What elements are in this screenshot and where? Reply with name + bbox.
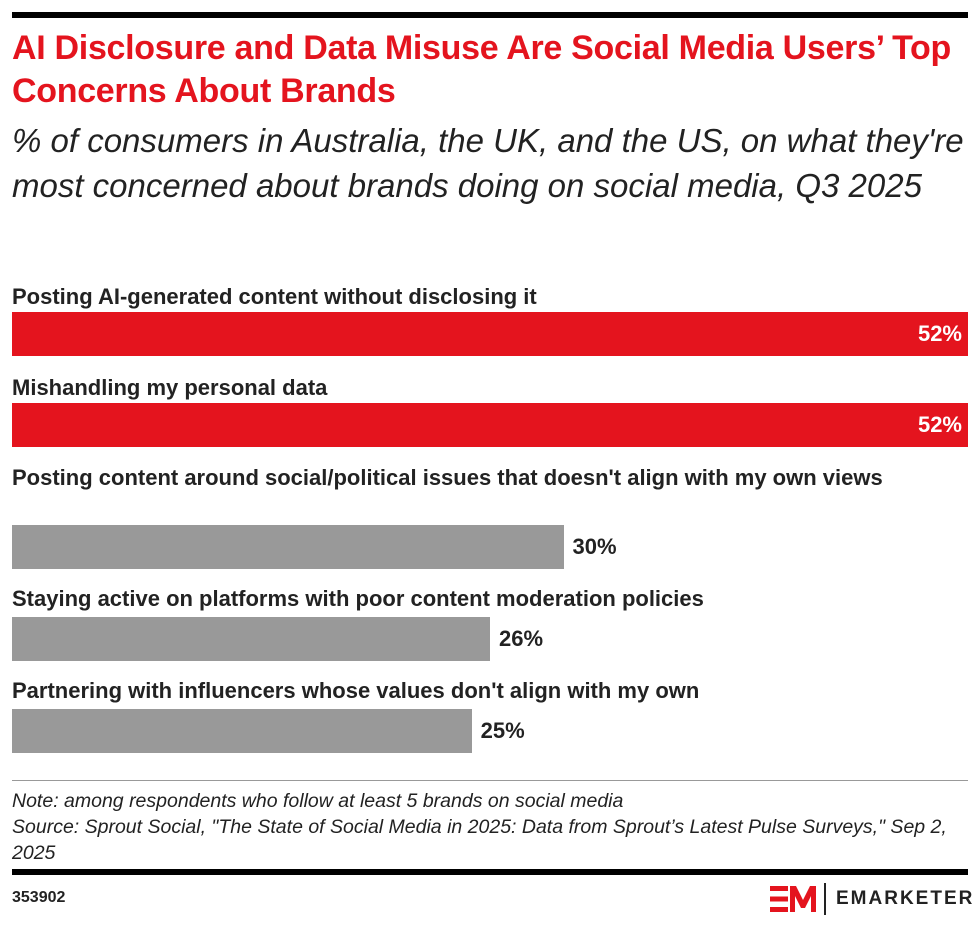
category-label: Posting content around social/political … xyxy=(12,465,883,490)
category-label: Staying active on platforms with poor co… xyxy=(12,586,704,611)
chart-subtitle: % of consumers in Australia, the UK, and… xyxy=(12,122,964,204)
bar xyxy=(12,312,968,356)
logo-wordmark: EMARKETER xyxy=(836,888,975,909)
value-label: 52% xyxy=(917,321,962,346)
value-label: 25% xyxy=(480,718,525,743)
source-text: Source: Sprout Social, "The State of Soc… xyxy=(12,816,947,864)
divider xyxy=(12,780,968,781)
bar xyxy=(12,709,472,753)
bar xyxy=(12,403,968,447)
logo-separator xyxy=(824,883,826,915)
em-logo-icon xyxy=(770,886,816,912)
footnote: Note: among respondents who follow at le… xyxy=(12,788,972,866)
note-text: Note: among respondents who follow at le… xyxy=(12,790,624,812)
bottom-rule xyxy=(12,869,968,875)
chart-id: 353902 xyxy=(12,889,66,906)
emarketer-logo: EMARKETER xyxy=(770,882,974,916)
category-label: Partnering with influencers whose values… xyxy=(12,678,700,703)
chart-title: AI Disclosure and Data Misuse Are Social… xyxy=(12,29,951,110)
bar xyxy=(12,525,564,569)
value-label: 26% xyxy=(499,626,544,651)
category-label: Mishandling my personal data xyxy=(12,375,328,400)
bar xyxy=(12,617,490,661)
value-label: 30% xyxy=(572,534,617,559)
top-rule xyxy=(12,12,968,18)
value-label: 52% xyxy=(917,412,962,437)
category-label: Posting AI-generated content without dis… xyxy=(12,284,537,309)
